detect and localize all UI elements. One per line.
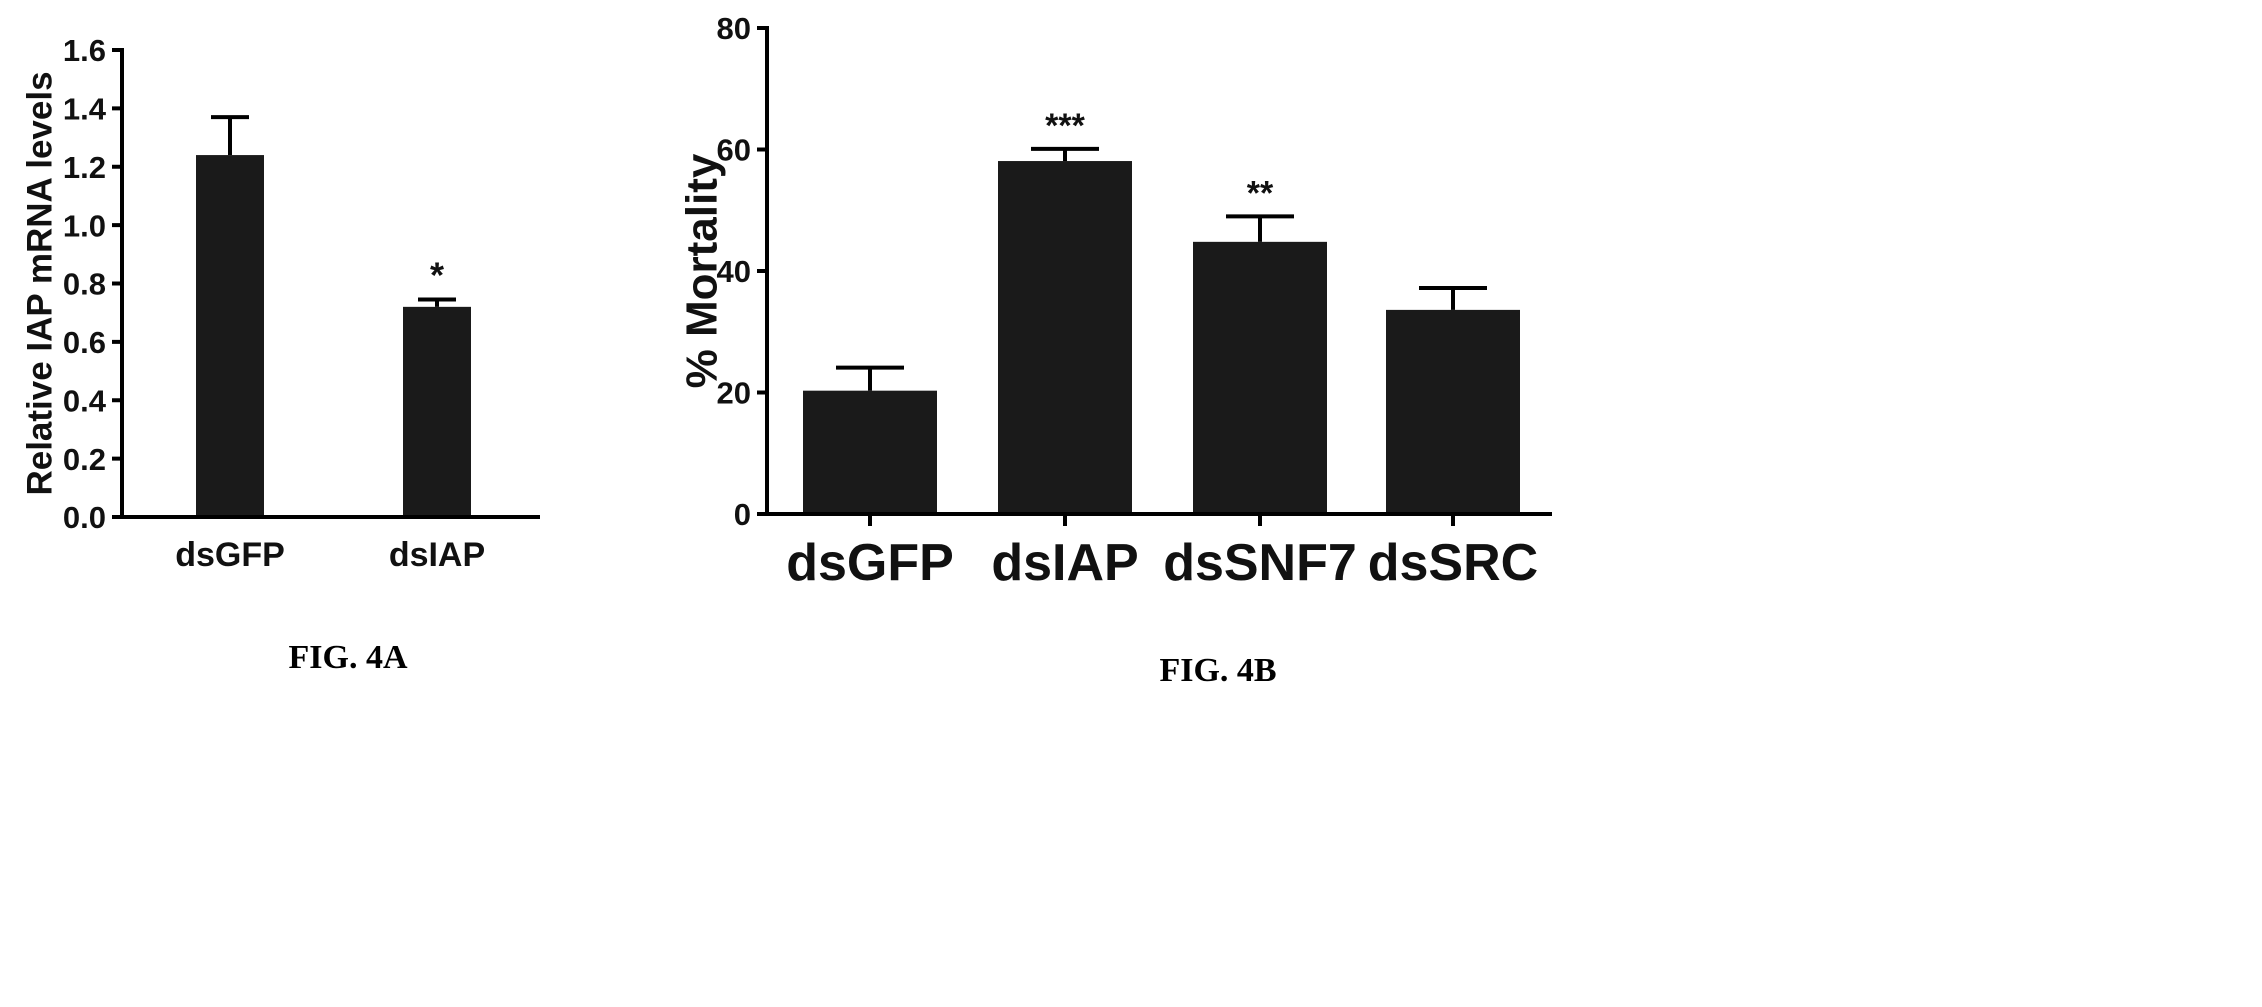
y-tick-label-1.6: 1.6 [63,33,106,68]
chart-fig-4b: dsGFP *** dsIAP ** dsSNF7 dsSRC 0 20 40 60 80 % Mor… [678,11,1552,689]
bar-dsGFP [196,155,264,517]
bar-dsGFP [803,390,937,514]
y-tick-label-80: 80 [717,11,751,46]
bar-dsIAP [403,306,471,517]
y-axis-title: Relative IAP mRNA levels [20,71,59,495]
significance-label-dsSNF7: ** [1247,174,1274,212]
figure-caption: FIG. 4B [1159,652,1276,689]
y-tick-label-40: 40 [717,254,751,289]
y-tick-label-0: 0 [734,497,751,532]
bar-dsSRC [1386,309,1520,514]
category-label-dsGFP: dsGFP [786,534,954,592]
y-tick-label-1.4: 1.4 [63,92,107,127]
bar-dsSNF7 [1193,241,1327,514]
y-axis-title: % Mortality [678,153,727,388]
category-label-dsGFP: dsGFP [175,536,285,574]
bar-dsIAP [998,161,1132,515]
category-label-dsSNF7: dsSNF7 [1163,534,1357,592]
y-tick-label-0.0: 0.0 [63,500,106,535]
y-tick-label-0.8: 0.8 [63,267,106,302]
significance-label-dsIAP: * [430,255,444,296]
y-tick-label-60: 60 [717,133,751,168]
y-tick-label-1.0: 1.0 [63,208,106,243]
y-tick-label-0.2: 0.2 [63,442,106,477]
y-tick-label-0.4: 0.4 [63,383,107,418]
category-label-dsIAP: dsIAP [991,534,1138,592]
category-label-dsSRC: dsSRC [1368,534,1538,592]
category-label-dsIAP: dsIAP [389,536,485,574]
figure-caption: FIG. 4A [289,639,408,676]
significance-label-dsIAP: *** [1045,107,1085,145]
y-tick-label-0.6: 0.6 [63,325,106,360]
y-tick-label-20: 20 [717,376,751,411]
chart-fig-4a: dsGFP * dsIAP 0.0 0.2 0.4 0.6 0.8 1.0 1.2 1.4 1.6Re… [20,33,540,676]
y-tick-label-1.2: 1.2 [63,150,106,185]
